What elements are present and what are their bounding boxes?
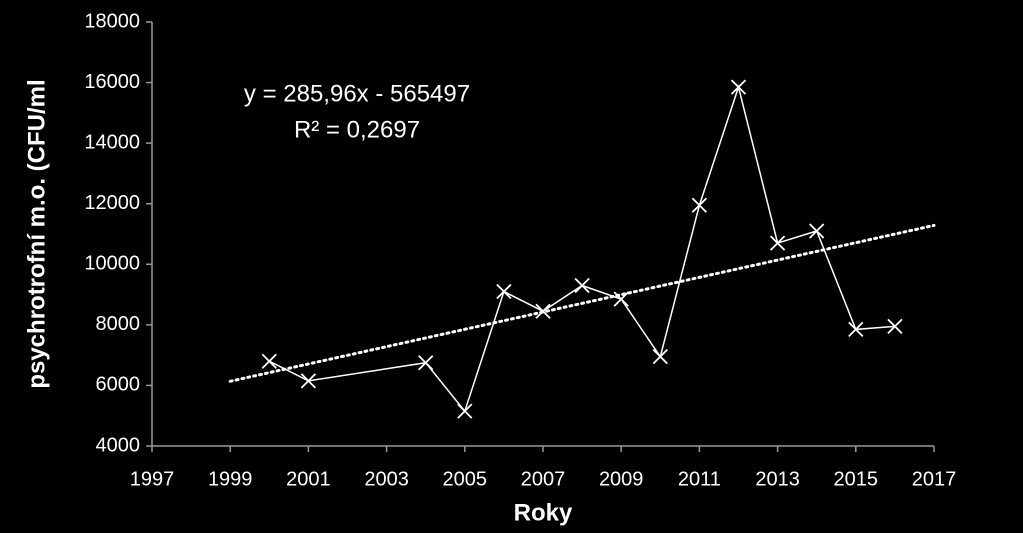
marker: [574, 277, 590, 294]
trend-r-squared: R² = 0,2697: [294, 116, 420, 143]
x-tick-label: 2011: [678, 468, 721, 490]
x-tick-label: 2017: [912, 468, 957, 490]
marker: [300, 373, 317, 389]
x-tick-label: 1999: [208, 468, 253, 490]
x-tick-label: 2003: [364, 468, 409, 490]
trendline: [228, 223, 936, 383]
y-tick-label: 18000: [84, 10, 140, 32]
marker: [652, 349, 668, 365]
y-tick-label: 12000: [84, 192, 140, 214]
y-tick-label: 4000: [96, 434, 141, 456]
x-tick-label: 1997: [130, 468, 175, 490]
y-tick-label: 10000: [84, 253, 140, 275]
marker: [730, 79, 747, 95]
marker: [691, 197, 708, 213]
y-tick-label: 6000: [96, 374, 141, 396]
x-tick-label: 2015: [834, 468, 879, 490]
x-axis-title: Roky: [514, 499, 573, 526]
x-tick-label: 2005: [443, 468, 488, 490]
y-tick-label: 14000: [84, 131, 140, 153]
marker: [613, 291, 629, 307]
x-tick-label: 2009: [599, 468, 644, 490]
y-tick-label: 16000: [84, 71, 140, 93]
marker: [887, 318, 903, 335]
marker: [809, 223, 825, 239]
marker: [535, 303, 551, 319]
x-tick-label: 2013: [755, 468, 800, 490]
marker: [848, 321, 864, 338]
x-tick-label: 2007: [521, 468, 566, 490]
trend-equation: y = 285,96x - 565497: [244, 80, 470, 107]
x-tick-label: 2001: [286, 468, 331, 490]
marker: [261, 353, 277, 369]
marker: [496, 283, 512, 300]
y-axis-title: psychrotrofní m.o. (CFU/ml: [23, 79, 50, 388]
y-tick-label: 8000: [96, 313, 141, 335]
marker: [457, 403, 473, 419]
marker: [769, 235, 786, 251]
marker: [418, 355, 434, 371]
